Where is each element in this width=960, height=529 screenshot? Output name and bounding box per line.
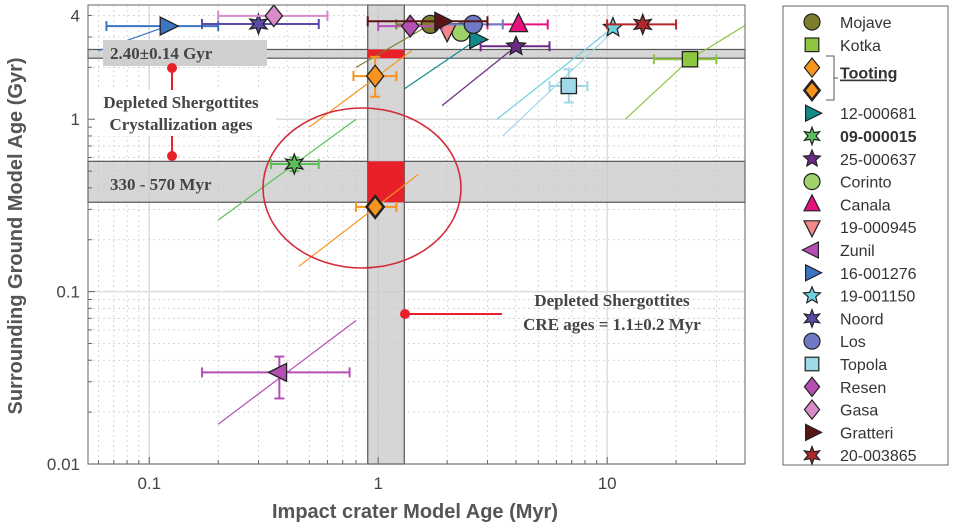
marker-diamond [803,399,821,421]
legend-label: Kotka [840,38,881,55]
marker-diamond [803,57,821,79]
legend-label: 12-000681 [840,106,917,123]
marker-triangle-right [434,11,455,32]
x-tick-label: 10 [598,474,617,493]
legend-label: Resen [840,380,886,397]
annotation-cre-1: Depleted Shergottites [534,291,690,310]
annotation-crystallization-2: Crystallization ages [109,115,252,134]
band-label-2.4gyr: 2.40±0.14 Gyr [110,44,213,63]
legend-label: Corinto [840,175,892,192]
marker-square [804,356,820,372]
marker-diamond [264,3,284,28]
band-label-bg [103,40,267,66]
plot-frame [87,4,746,465]
annotation-dot [167,151,177,161]
model-curve [441,45,517,107]
marker-triangle-up [508,12,529,33]
band-intersection [367,49,405,59]
legend-label: Gasa [840,403,878,420]
marker-star5 [802,148,822,168]
legend-label: Noord [840,311,884,328]
axis-ticks: 0.1 1 10 0.01 0.1 1 4 [47,6,746,493]
legend-label: 16-001276 [840,266,917,283]
marker-triangle-left [267,362,288,383]
legend-label: 20-003865 [840,448,917,465]
marker-triangle-right [469,29,490,50]
x-axis-title: Impact crater Model Age (Myr) [272,501,558,523]
model-curve [217,118,357,221]
y-tick-label: 0.01 [47,455,80,474]
marker-square [560,77,578,95]
annotations: 2.40±0.14 Gyr 330 - 570 Myr Depleted She… [86,40,701,334]
model-curve [496,27,614,120]
marker-triangle-right [804,423,823,442]
annotation-dot [400,309,410,319]
legend-label: Mojave [840,15,892,32]
model-curve [308,50,413,128]
legend-label: 19-000945 [840,220,917,237]
legend-label: 19-001150 [840,289,915,306]
model-curve [355,23,431,68]
bands [87,4,746,465]
marker-circle [803,332,821,350]
legend-label: Gratteri [840,425,893,442]
marker-star6 [802,444,822,466]
model-curve [298,173,419,267]
y-tick-label: 4 [71,6,80,25]
legend-label: Zunil [840,243,875,260]
marker-triangle-right [804,104,823,123]
highlight-ellipse [262,107,462,269]
data-points [105,3,718,400]
model-curves [98,23,746,425]
marker-triangle-down [803,220,821,239]
marker-triangle-left [801,241,820,259]
y-tick-label: 0.1 [56,283,80,302]
marker-triangle-up [803,193,821,212]
marker-diamond [365,64,385,88]
marker-diamond [802,78,822,103]
annotation-cre-2: CRE ages = 1.1±0.2 Myr [523,315,701,334]
legend-label: 09-000015 [840,129,917,146]
marker-square [681,50,699,68]
marker-triangle-right [159,16,180,37]
marker-star5 [505,34,528,56]
marker-star6 [802,307,822,329]
annotation-dot [167,63,177,73]
band-label-330-570: 330 - 570 Myr [110,175,212,194]
annotation-crystallization-1: Depleted Shergottites [103,93,259,112]
marker-star6 [802,125,822,147]
legend-label: Los [840,334,866,351]
model-curve [403,39,478,90]
band-intersection [367,161,405,203]
marker-star6 [284,152,305,176]
legend-label: Canala [840,197,891,214]
marker-star5 [802,285,822,304]
legend-bracket [826,55,838,101]
horizontal-band [87,160,746,203]
marker-star6 [632,12,653,37]
legend: Mojave Kotka Tooting 12-000681 09-000015 25-0… [782,5,949,466]
marker-diamond [365,194,386,220]
marker-circle [803,13,821,31]
x-tick-label: 1 [373,474,382,493]
marker-triangle-right [804,263,823,282]
legend-label: 25-000637 [840,152,917,169]
x-tick-label: 0.1 [137,474,161,493]
legend-label: Topola [840,357,887,374]
marker-square [804,37,820,53]
marker-circle [803,173,821,191]
legend-label: Tooting [840,66,897,83]
grid [88,5,746,465]
model-curve [624,24,746,120]
annotation-bg [86,90,276,136]
marker-diamond [803,376,821,398]
y-axis-title: Surrounding Ground Model Age (Gyr) [5,57,27,414]
marker-circle [463,14,483,35]
y-tick-label: 1 [71,110,80,129]
marker-diamond [400,14,420,38]
